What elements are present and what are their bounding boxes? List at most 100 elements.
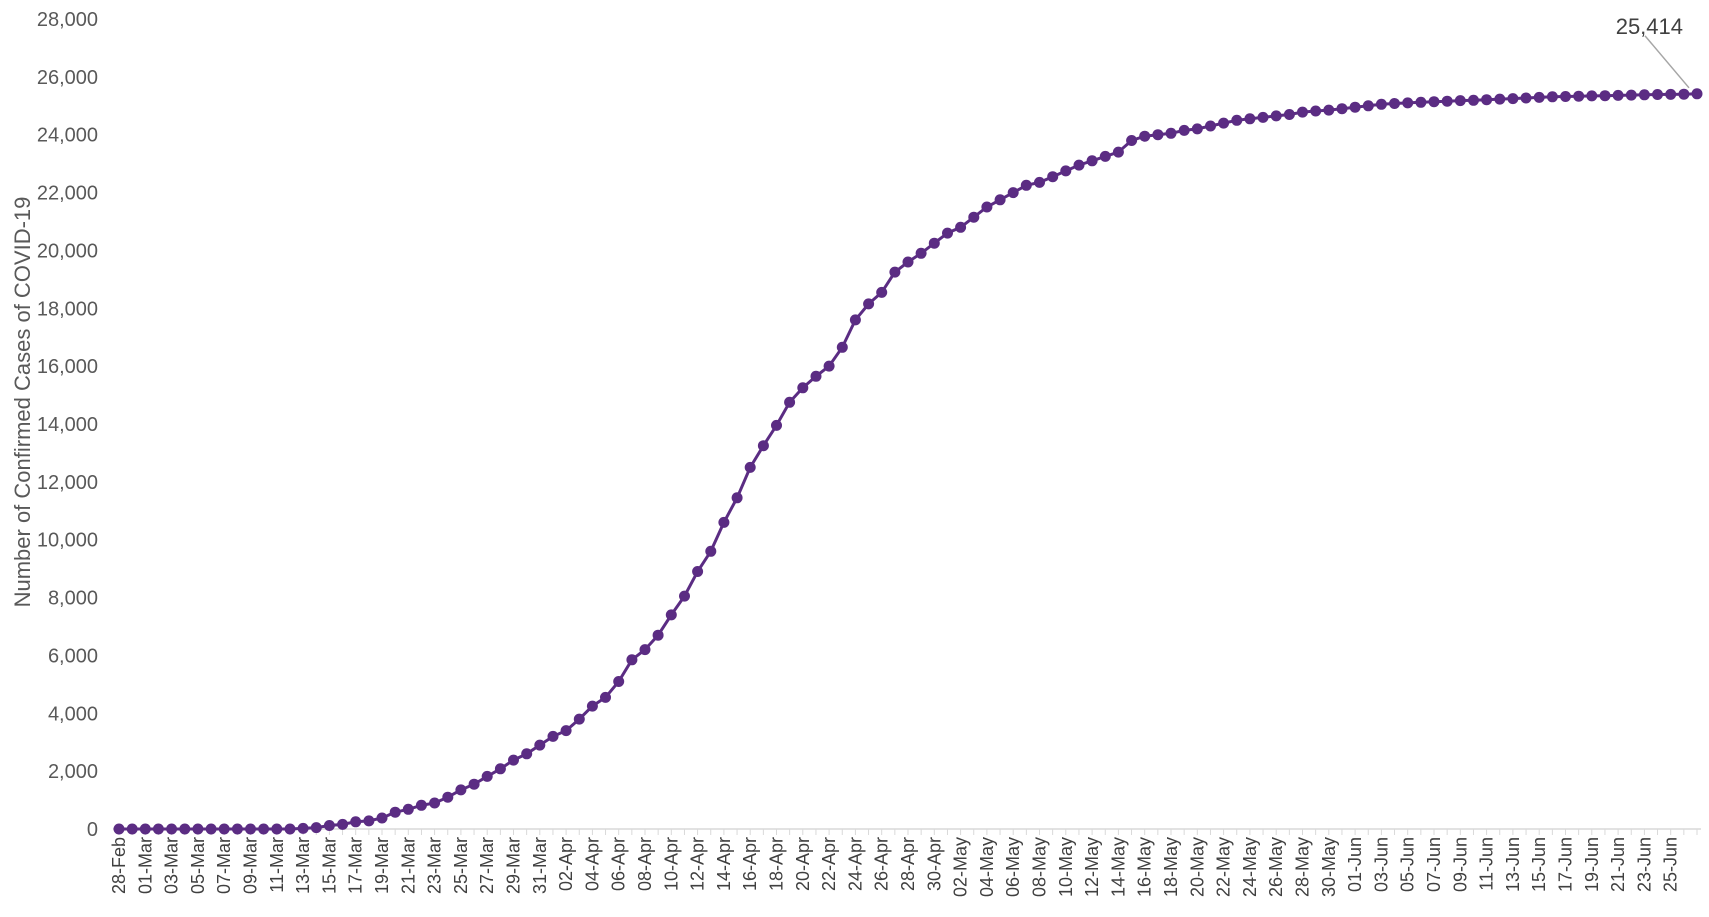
data-point — [350, 816, 362, 828]
data-point — [1494, 93, 1506, 105]
x-tick-label: 20-Apr — [793, 837, 813, 891]
x-tick-label: 01-Jun — [1345, 837, 1365, 892]
data-point — [784, 396, 796, 408]
data-point — [1428, 96, 1440, 108]
data-point — [521, 748, 533, 760]
x-tick-label: 08-May — [1030, 837, 1050, 897]
x-tick-label: 25-Mar — [451, 837, 471, 894]
x-tick-label: 06-Apr — [609, 837, 629, 891]
data-point — [1086, 155, 1098, 167]
x-tick-label: 17-Mar — [346, 837, 366, 894]
data-point — [626, 654, 638, 666]
x-tick-label: 23-Mar — [425, 837, 445, 894]
data-point — [1454, 95, 1466, 107]
data-point — [258, 823, 270, 835]
x-tick-label: 21-Mar — [398, 837, 418, 894]
data-point — [1310, 105, 1322, 117]
last-value-label: 25,414 — [1616, 14, 1683, 39]
data-point — [1060, 165, 1072, 177]
x-tick-label: 06-May — [1003, 837, 1023, 897]
data-point — [981, 201, 993, 213]
data-point — [494, 763, 506, 775]
y-tick-label: 2,000 — [48, 761, 98, 783]
data-point — [1625, 89, 1637, 101]
data-point — [1691, 88, 1703, 100]
x-tick-label: 10-Apr — [661, 837, 681, 891]
x-tick-label: 21-Jun — [1608, 837, 1628, 892]
y-tick-label: 28,000 — [37, 9, 98, 31]
data-point — [323, 820, 335, 831]
y-tick-label: 4,000 — [48, 703, 98, 725]
data-point — [1546, 91, 1558, 103]
y-tick-label: 8,000 — [48, 588, 98, 610]
data-point — [889, 266, 901, 278]
data-point — [573, 713, 585, 725]
data-point — [113, 823, 125, 835]
data-point — [126, 823, 138, 835]
data-point — [1244, 113, 1256, 125]
x-tick-label: 05-Jun — [1398, 837, 1418, 892]
x-tick-label: 11-Mar — [267, 837, 287, 893]
x-tick-label: 03-Jun — [1371, 837, 1391, 892]
data-point — [442, 791, 454, 803]
data-point — [1599, 90, 1611, 102]
y-tick-label: 12,000 — [37, 472, 98, 494]
x-tick-label: 25-Jun — [1661, 837, 1681, 892]
data-point — [205, 823, 217, 835]
y-axis-ticks: 0 2,000 4,000 6,000 8,000 10,000 12,000 14,000 1… — [37, 9, 98, 841]
x-tick-label: 14-May — [1108, 837, 1128, 897]
x-tick-label: 26-Apr — [872, 837, 892, 891]
data-point — [218, 823, 230, 835]
y-tick-label: 6,000 — [48, 645, 98, 667]
data-point — [1468, 94, 1479, 106]
data-point — [245, 823, 256, 835]
x-tick-label: 14-Apr — [714, 837, 734, 891]
x-tick-label: 23-Jun — [1634, 837, 1654, 892]
data-point — [849, 314, 861, 326]
x-tick-label: 20-May — [1187, 837, 1207, 897]
data-point — [1020, 179, 1032, 191]
data-point — [876, 286, 888, 298]
data-point — [1362, 100, 1374, 112]
data-point — [1560, 91, 1571, 102]
data-point — [1073, 159, 1085, 171]
data-point — [1205, 120, 1216, 132]
data-point — [1612, 89, 1624, 101]
data-point — [613, 676, 625, 687]
data-point — [744, 461, 756, 473]
data-point — [455, 784, 467, 796]
data-point — [1441, 95, 1453, 107]
x-tick-label: 10-May — [1056, 837, 1076, 897]
data-point — [1520, 92, 1532, 104]
data-point — [705, 545, 717, 557]
y-tick-label: 16,000 — [37, 356, 98, 378]
data-point — [1336, 103, 1348, 115]
x-tick-label: 22-May — [1214, 837, 1234, 897]
data-point — [902, 256, 914, 268]
data-point — [1638, 89, 1650, 101]
data-point — [823, 360, 835, 372]
data-point — [271, 823, 283, 835]
x-tick-label: 09-Mar — [241, 837, 261, 894]
data-point — [1047, 171, 1059, 183]
x-tick-label: 28-May — [1293, 837, 1313, 897]
x-tick-label: 28-Apr — [898, 837, 918, 891]
data-point — [284, 823, 296, 835]
x-tick-label: 04-May — [977, 837, 997, 897]
x-tick-label: 19-Jun — [1582, 837, 1602, 892]
y-tick-label: 20,000 — [37, 240, 98, 262]
data-point — [429, 797, 441, 809]
data-point — [1257, 111, 1269, 123]
y-tick-label: 14,000 — [37, 414, 98, 436]
x-tick-label: 22-Apr — [819, 837, 839, 891]
x-tick-label: 12-May — [1082, 837, 1102, 897]
x-tick-label: 09-Jun — [1450, 837, 1470, 892]
x-tick-label: 13-Jun — [1503, 837, 1523, 892]
data-point — [310, 822, 322, 834]
x-tick-label: 18-May — [1161, 837, 1181, 897]
data-point — [1415, 96, 1427, 108]
x-tick-label: 24-Apr — [845, 837, 865, 891]
data-point — [665, 609, 677, 621]
data-point — [1218, 117, 1230, 129]
x-tick-label: 07-Jun — [1424, 837, 1444, 892]
